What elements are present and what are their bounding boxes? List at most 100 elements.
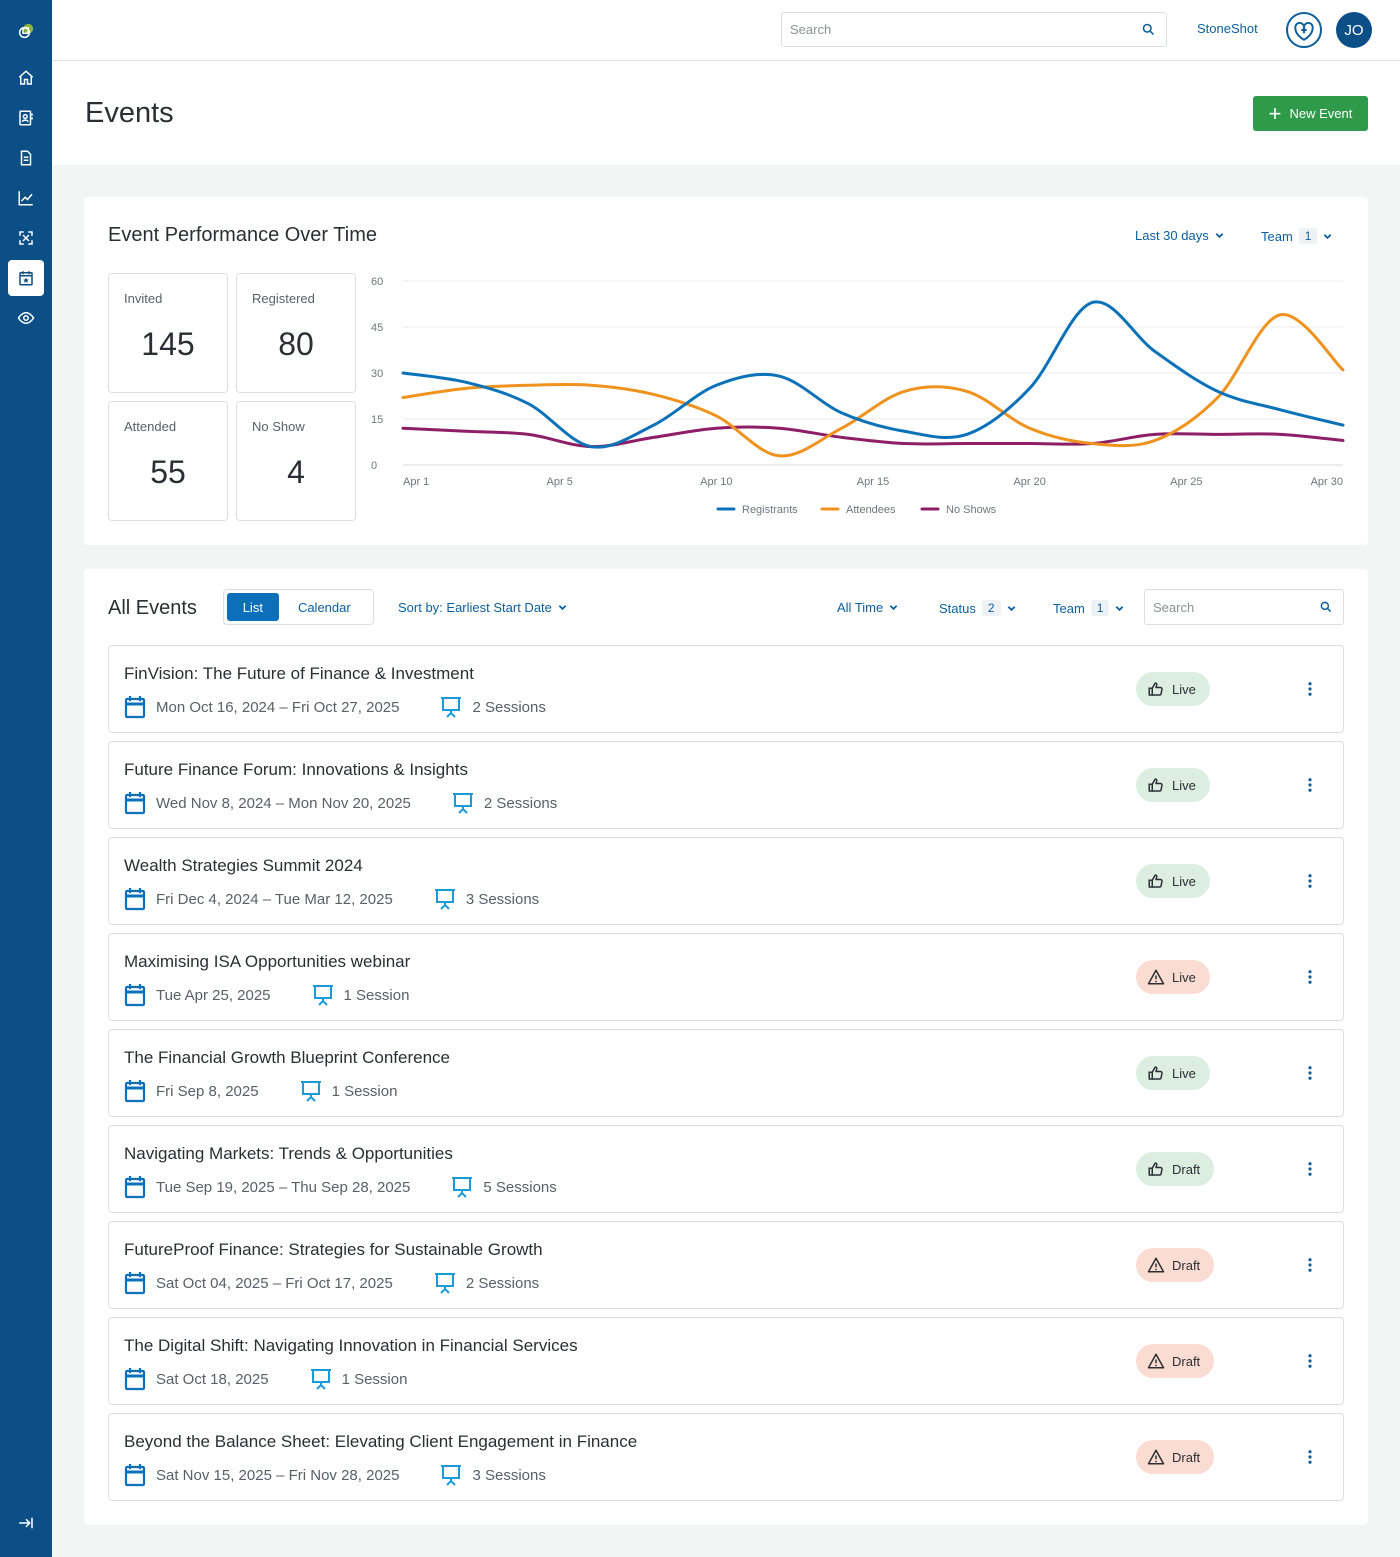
event-title[interactable]: Navigating Markets: Trends & Opportuniti… [124, 1144, 453, 1163]
more-options-button[interactable] [1300, 679, 1320, 699]
more-options-button[interactable] [1300, 1447, 1320, 1467]
event-meta: Tue Apr 25, 2025 1 Session [124, 983, 409, 1007]
event-dates: Sat Oct 04, 2025 – Fri Oct 17, 2025 [156, 1274, 393, 1292]
chevron-down-icon [1007, 605, 1015, 611]
event-title[interactable]: FinVision: The Future of Finance & Inves… [124, 664, 474, 683]
presentation-icon [441, 1465, 462, 1486]
new-event-button[interactable]: + New Event [1253, 96, 1368, 131]
event-title[interactable]: Beyond the Balance Sheet: Elevating Clie… [124, 1432, 638, 1451]
contacts-icon [19, 110, 33, 126]
more-options-button[interactable] [1300, 1063, 1320, 1083]
event-performance-card: Event Performance Over Time Last 30 days… [84, 197, 1368, 545]
event-title[interactable]: Maximising ISA Opportunities webinar [124, 952, 411, 971]
event-row[interactable]: The Digital Shift: Navigating Innovation… [108, 1317, 1344, 1405]
series-line-registrants [401, 300, 1345, 449]
x-tick-label: Apr 5 [547, 476, 573, 488]
more-options-button[interactable] [1300, 775, 1320, 795]
event-row[interactable]: Beyond the Balance Sheet: Elevating Clie… [108, 1413, 1344, 1501]
all-events-title: All Events [108, 597, 197, 619]
kebab-menu-icon [1308, 1258, 1312, 1272]
legend-label: No Shows [946, 504, 997, 516]
status-badge: Draft [1136, 1248, 1215, 1282]
event-meta: Wed Nov 8, 2024 – Mon Nov 20, 2025 2 Ses… [124, 791, 557, 815]
date-range-label: Last 30 days [1135, 228, 1209, 243]
org-logo[interactable] [1286, 12, 1322, 48]
search-icon[interactable] [1141, 22, 1156, 37]
more-options-button[interactable] [1300, 1159, 1320, 1179]
sidebar-item-events[interactable] [8, 260, 44, 296]
team-filter-dropdown[interactable]: Team 1 [1261, 228, 1332, 244]
events-team-label: Team [1053, 600, 1085, 616]
more-options-button[interactable] [1300, 1255, 1320, 1275]
event-meta: Sat Nov 15, 2025 – Fri Nov 28, 2025 3 Se… [124, 1463, 546, 1487]
events-team-filter-dropdown[interactable]: Team 1 [1053, 600, 1124, 616]
time-filter-dropdown[interactable]: All Time [837, 600, 898, 615]
global-search[interactable] [781, 12, 1167, 47]
event-meta: Fri Dec 4, 2024 – Tue Mar 12, 2025 3 Ses… [124, 887, 539, 911]
event-row[interactable]: Future Finance Forum: Innovations & Insi… [108, 741, 1344, 829]
events-search[interactable] [1144, 589, 1344, 625]
sidebar-item-contacts[interactable] [8, 100, 44, 136]
thumbs-up-icon [1148, 682, 1163, 696]
event-row[interactable]: Wealth Strategies Summit 2024 Fri Dec 4,… [108, 837, 1344, 925]
date-range-dropdown[interactable]: Last 30 days [1135, 228, 1224, 243]
view-toggle: List Calendar [223, 589, 374, 625]
kebab-menu-icon [1308, 1450, 1312, 1464]
event-row[interactable]: The Financial Growth Blueprint Conferenc… [108, 1029, 1344, 1117]
event-row[interactable]: Navigating Markets: Trends & Opportuniti… [108, 1125, 1344, 1213]
event-title[interactable]: The Financial Growth Blueprint Conferenc… [124, 1048, 450, 1067]
event-title[interactable]: The Digital Shift: Navigating Innovation… [124, 1336, 578, 1355]
status-filter-dropdown[interactable]: Status 2 [939, 600, 1016, 616]
event-dates: Sat Nov 15, 2025 – Fri Nov 28, 2025 [156, 1466, 400, 1484]
x-tick-label: Apr 30 [1311, 476, 1343, 488]
org-switcher-link[interactable]: StoneShot [1197, 21, 1258, 36]
global-search-input[interactable] [782, 13, 1122, 46]
status-label: Draft [1172, 1353, 1201, 1369]
more-options-button[interactable] [1300, 967, 1320, 987]
calendar-icon [124, 696, 146, 719]
events-search-input[interactable] [1145, 590, 1305, 624]
event-sessions: 3 Sessions [465, 890, 540, 908]
eye-icon [17, 311, 35, 325]
sidebar-item-preview[interactable] [8, 300, 44, 336]
view-list-tab[interactable]: List [227, 593, 279, 621]
sidebar-item-integrations[interactable] [8, 220, 44, 256]
event-row[interactable]: FinVision: The Future of Finance & Inves… [108, 645, 1344, 733]
status-badge: Draft [1136, 1152, 1215, 1186]
app-logo-icon[interactable] [8, 13, 44, 49]
event-title[interactable]: FutureProof Finance: Strategies for Sust… [124, 1240, 543, 1259]
sort-dropdown[interactable]: Sort by: Earliest Start Date [398, 600, 567, 615]
x-tick-label: Apr 20 [1013, 476, 1045, 488]
all-events-card: All Events List Calendar Sort by: Earlie… [84, 569, 1368, 1525]
sidebar-item-documents[interactable] [8, 140, 44, 176]
sidebar-item-home[interactable] [8, 60, 44, 96]
event-row[interactable]: Maximising ISA Opportunities webinar Tue… [108, 933, 1344, 1021]
event-sessions: 1 Session [343, 986, 410, 1004]
event-title[interactable]: Wealth Strategies Summit 2024 [124, 856, 363, 875]
sidebar-item-analytics[interactable] [8, 180, 44, 216]
x-tick-label: Apr 1 [403, 476, 429, 488]
stat-label: No Show [252, 419, 305, 434]
stat-value: 4 [287, 454, 305, 490]
status-label: Live [1172, 1065, 1196, 1081]
events-team-count: 1 [1090, 600, 1110, 616]
event-sessions: 3 Sessions [472, 1466, 546, 1484]
view-calendar-tab[interactable]: Calendar [297, 599, 351, 615]
more-options-button[interactable] [1300, 1351, 1320, 1371]
calendar-icon [124, 888, 146, 911]
more-options-button[interactable] [1300, 871, 1320, 891]
collapse-sidebar-icon [19, 1517, 33, 1529]
search-icon[interactable] [1319, 600, 1333, 614]
thumbs-up-icon [1148, 1066, 1163, 1080]
user-avatar[interactable]: JO [1336, 12, 1372, 48]
status-badge: Live [1136, 864, 1210, 898]
calendar-icon [124, 1080, 146, 1103]
event-title[interactable]: Future Finance Forum: Innovations & Insi… [124, 760, 468, 779]
collapse-sidebar-button[interactable] [8, 1505, 44, 1541]
x-tick-label: Apr 25 [1170, 476, 1202, 488]
chevron-down-icon [889, 605, 898, 611]
event-row[interactable]: FutureProof Finance: Strategies for Sust… [108, 1221, 1344, 1309]
stat-invited: Invited 145 [108, 273, 228, 393]
kebab-menu-icon [1308, 1066, 1312, 1080]
page-title: Events [85, 97, 174, 129]
